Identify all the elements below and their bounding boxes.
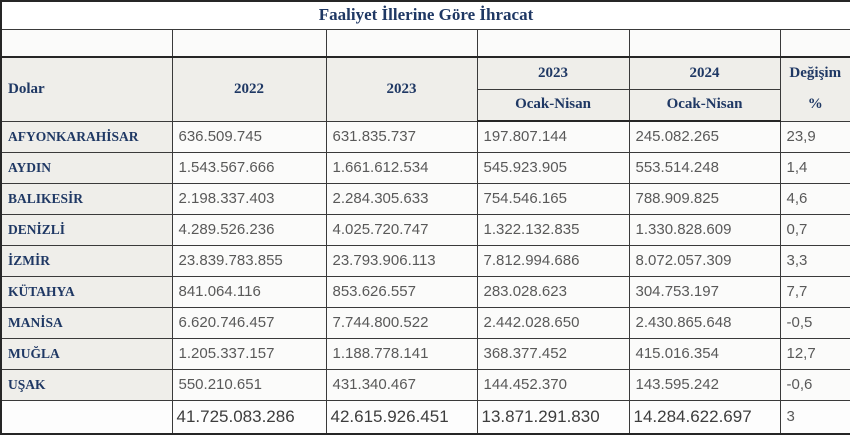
change-cell: -0,5 — [779, 306, 850, 339]
total-2023-jan-apr-cell: 13.871.291.830 — [476, 399, 630, 435]
table-row: DENİZLİ 4.289.526.236 4.025.720.747 1.322.1… — [0, 213, 850, 246]
column-header-dolar: Dolar — [0, 56, 173, 122]
spacer-cell — [0, 28, 173, 58]
total-label-cell — [0, 399, 173, 435]
header-row-top: Dolar 2022 2023 2023 2024 Değişim % — [0, 56, 850, 122]
value-2024-jan-apr-cell: 2.430.865.648 — [628, 306, 781, 339]
value-2022-cell: 1.205.337.157 — [171, 337, 327, 370]
change-cell: 23,9 — [779, 120, 850, 153]
value-2023-jan-apr-cell: 1.322.132.835 — [476, 213, 630, 246]
total-row: 41.725.083.286 42.615.926.451 13.871.291… — [0, 399, 850, 435]
total-change-cell: 3 — [779, 399, 850, 435]
value-2023-jan-apr-cell: 754.546.165 — [476, 182, 630, 215]
value-2022-cell: 1.543.567.666 — [171, 151, 327, 184]
value-2022-cell: 841.064.116 — [171, 275, 327, 308]
value-2023-jan-apr-cell: 545.923.905 — [476, 151, 630, 184]
change-cell: 1,4 — [779, 151, 850, 184]
column-header-2024-period: Ocak-Nisan — [628, 88, 781, 122]
value-2024-jan-apr-cell: 1.330.828.609 — [628, 213, 781, 246]
change-cell: 4,6 — [779, 182, 850, 215]
column-header-2024-period-year: 2024 — [628, 56, 781, 90]
value-2024-jan-apr-cell: 415.016.354 — [628, 337, 781, 370]
value-2024-jan-apr-cell: 553.514.248 — [628, 151, 781, 184]
value-2023-cell: 1.188.778.141 — [325, 337, 478, 370]
value-2023-cell: 853.626.557 — [325, 275, 478, 308]
value-2023-cell: 631.835.737 — [325, 120, 478, 153]
value-2024-jan-apr-cell: 245.082.265 — [628, 120, 781, 153]
table-row: AFYONKARAHİSAR 636.509.745 631.835.737 197.… — [0, 120, 850, 153]
column-header-2023: 2023 — [325, 56, 478, 122]
value-2023-jan-apr-cell: 7.812.994.686 — [476, 244, 630, 277]
title-row: Faaliyet İllerine Göre İhracat — [0, 0, 850, 30]
table-row: MUĞLA 1.205.337.157 1.188.778.141 368.377.4… — [0, 337, 850, 370]
value-2022-cell: 550.210.651 — [171, 368, 327, 401]
value-2022-cell: 4.289.526.236 — [171, 213, 327, 246]
value-2023-jan-apr-cell: 283.028.623 — [476, 275, 630, 308]
column-header-2023-period: Ocak-Nisan — [476, 88, 630, 122]
table-row: MANİSA 6.620.746.457 7.744.800.522 2.442.02… — [0, 306, 850, 339]
province-name-cell: KÜTAHYA — [0, 275, 173, 308]
table-row: KÜTAHYA 841.064.116 853.626.557 283.028.623… — [0, 275, 850, 308]
value-2023-cell: 23.793.906.113 — [325, 244, 478, 277]
total-2024-jan-apr-cell: 14.284.622.697 — [628, 399, 781, 435]
spacer-cell — [325, 28, 478, 58]
value-2023-cell: 1.661.612.534 — [325, 151, 478, 184]
table-row: AYDIN 1.543.567.666 1.661.612.534 545.923.9… — [0, 151, 850, 184]
change-cell: 0,7 — [779, 213, 850, 246]
value-2023-jan-apr-cell: 368.377.452 — [476, 337, 630, 370]
province-name-cell: MANİSA — [0, 306, 173, 339]
value-2024-jan-apr-cell: 304.753.197 — [628, 275, 781, 308]
total-2023-cell: 42.615.926.451 — [325, 399, 478, 435]
header-row-bottom: Ocak-Nisan Ocak-Nisan — [1, 88, 850, 122]
value-2023-cell: 7.744.800.522 — [325, 306, 478, 339]
value-2024-jan-apr-cell: 8.072.057.309 — [628, 244, 781, 277]
value-2023-jan-apr-cell: 2.442.028.650 — [476, 306, 630, 339]
province-name-cell: UŞAK — [0, 368, 173, 401]
province-name-cell: DENİZLİ — [0, 213, 173, 246]
value-2023-cell: 4.025.720.747 — [325, 213, 478, 246]
value-2022-cell: 6.620.746.457 — [171, 306, 327, 339]
value-2023-jan-apr-cell: 144.452.370 — [476, 368, 630, 401]
value-2022-cell: 2.198.337.403 — [171, 182, 327, 215]
column-header-2022: 2022 — [171, 56, 327, 122]
province-name-cell: AYDIN — [0, 151, 173, 184]
value-2024-jan-apr-cell: 788.909.825 — [628, 182, 781, 215]
table-row: İZMİR 23.839.783.855 23.793.906.113 7.812.9… — [0, 244, 850, 277]
value-2024-jan-apr-cell: 143.595.242 — [628, 368, 781, 401]
change-label-line1: Değişim — [789, 65, 842, 82]
total-2022-cell: 41.725.083.286 — [171, 399, 327, 435]
value-2023-cell: 431.340.467 — [325, 368, 478, 401]
province-name-cell: AFYONKARAHİSAR — [0, 120, 173, 153]
spacer-cell — [628, 28, 781, 58]
change-cell: 12,7 — [779, 337, 850, 370]
column-header-2023-period-year: 2023 — [476, 56, 630, 90]
province-name-cell: BALIKESİR — [0, 182, 173, 215]
table-row: UŞAK 550.210.651 431.340.467 144.452.370 143… — [0, 368, 850, 401]
table-title: Faaliyet İllerine Göre İhracat — [0, 0, 850, 30]
change-cell: 7,7 — [779, 275, 850, 308]
province-name-cell: MUĞLA — [0, 337, 173, 370]
change-cell: 3,3 — [779, 244, 850, 277]
value-2022-cell: 636.509.745 — [171, 120, 327, 153]
spacer-row — [0, 28, 850, 58]
change-cell: -0,6 — [779, 368, 850, 401]
table-body: AFYONKARAHİSAR 636.509.745 631.835.737 197.… — [0, 120, 850, 401]
table-row: BALIKESİR 2.198.337.403 2.284.305.633 754.5… — [0, 182, 850, 215]
spacer-cell — [779, 28, 850, 58]
value-2023-cell: 2.284.305.633 — [325, 182, 478, 215]
spacer-cell — [476, 28, 630, 58]
province-name-cell: İZMİR — [0, 244, 173, 277]
value-2023-jan-apr-cell: 197.807.144 — [476, 120, 630, 153]
column-header-change: Değişim % — [779, 56, 850, 122]
spacer-cell — [171, 28, 327, 58]
change-label-line2: % — [807, 96, 823, 113]
value-2022-cell: 23.839.783.855 — [171, 244, 327, 277]
